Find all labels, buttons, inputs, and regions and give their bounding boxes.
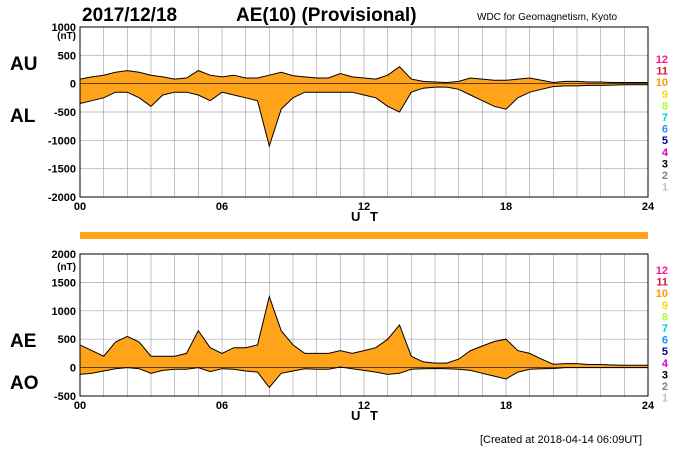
station-legend-entry: 4 [662,147,669,159]
station-legend-entry: 3 [662,158,668,170]
x-tick-label: 24 [642,201,655,213]
station-legend-entry: 9 [662,300,668,312]
ae-ao-xaxis-label: U T [351,408,381,423]
plot-frame [79,253,649,397]
institution-label: WDC for Geomagnetism, Kyoto [477,12,617,23]
station-legend-entry: 4 [662,358,669,370]
station-legend-entry: 6 [662,124,668,136]
station-legend-entry: 12 [656,54,668,66]
y-tick-label: -1500 [48,164,76,176]
y-tick-label: 0 [70,79,76,91]
ae-ao-unit-label: (nT) [57,262,76,273]
x-tick-label: 00 [74,400,86,412]
y-tick-label: 1000 [52,22,76,34]
station-legend-entry: 7 [662,112,668,124]
station-legend-entry: 3 [662,369,668,381]
station-legend-entry: 10 [656,288,668,300]
y-tick-label: 1000 [52,306,76,318]
ao-label: AO [10,373,39,394]
station-legend-entry: 9 [662,89,668,101]
x-tick-label: 06 [216,400,228,412]
y-tick-label: -2000 [48,192,76,204]
y-tick-label: -500 [54,391,76,403]
index-title: AE(10) (Provisional) [236,5,417,26]
station-legend-entry: 8 [662,100,668,112]
created-timestamp: [Created at 2018-04-14 06:09UT] [480,434,642,446]
plot-frame [79,26,649,198]
data-availability-strip [80,232,648,239]
x-tick-label: 12 [358,201,370,213]
index-fill-area [80,66,648,146]
station-legend-entry: 11 [656,277,668,289]
station-legend-entry: 1 [662,182,668,194]
station-legend-entry: 5 [662,346,668,358]
x-tick-label: 18 [500,400,512,412]
station-legend-entry: 5 [662,135,668,147]
series-line-au [79,66,648,84]
au-al-unit-label: (nT) [57,31,76,42]
y-tick-label: 2000 [52,249,76,261]
series-line-ao [79,366,648,389]
x-tick-label: 00 [74,201,86,213]
station-legend-entry: 8 [662,311,668,323]
au-al-xaxis-label: U T [351,209,381,224]
y-tick-label: 0 [70,363,76,375]
y-tick-label: 500 [58,50,76,62]
y-tick-label: 500 [58,334,76,346]
series-line-al [79,84,648,148]
x-tick-label: 18 [500,201,512,213]
x-tick-label: 24 [642,400,655,412]
station-legend-entry: 12 [656,265,668,277]
y-tick-label: 1500 [52,277,76,289]
station-legend-entry: 1 [662,393,668,405]
date-title: 2017/12/18 [82,5,177,26]
station-legend-entry: 2 [662,170,668,182]
y-tick-label: -500 [54,107,76,119]
au-label: AU [10,54,37,75]
y-tick-label: -1000 [48,135,76,147]
station-legend-entry: 10 [656,77,668,89]
x-tick-label: 06 [216,201,228,213]
series-line-ae [79,294,648,366]
au-al-panel: AU AL (nT) U T 10005000-500-1000-1500-20… [10,22,669,224]
station-legend-entry: 11 [656,66,668,78]
station-legend-entry: 2 [662,381,668,393]
ae-label: AE [10,331,36,352]
x-tick-label: 12 [358,400,370,412]
index-fill-area [80,296,648,388]
al-label: AL [10,106,36,127]
station-legend-entry: 7 [662,323,668,335]
station-legend-entry: 6 [662,335,668,347]
